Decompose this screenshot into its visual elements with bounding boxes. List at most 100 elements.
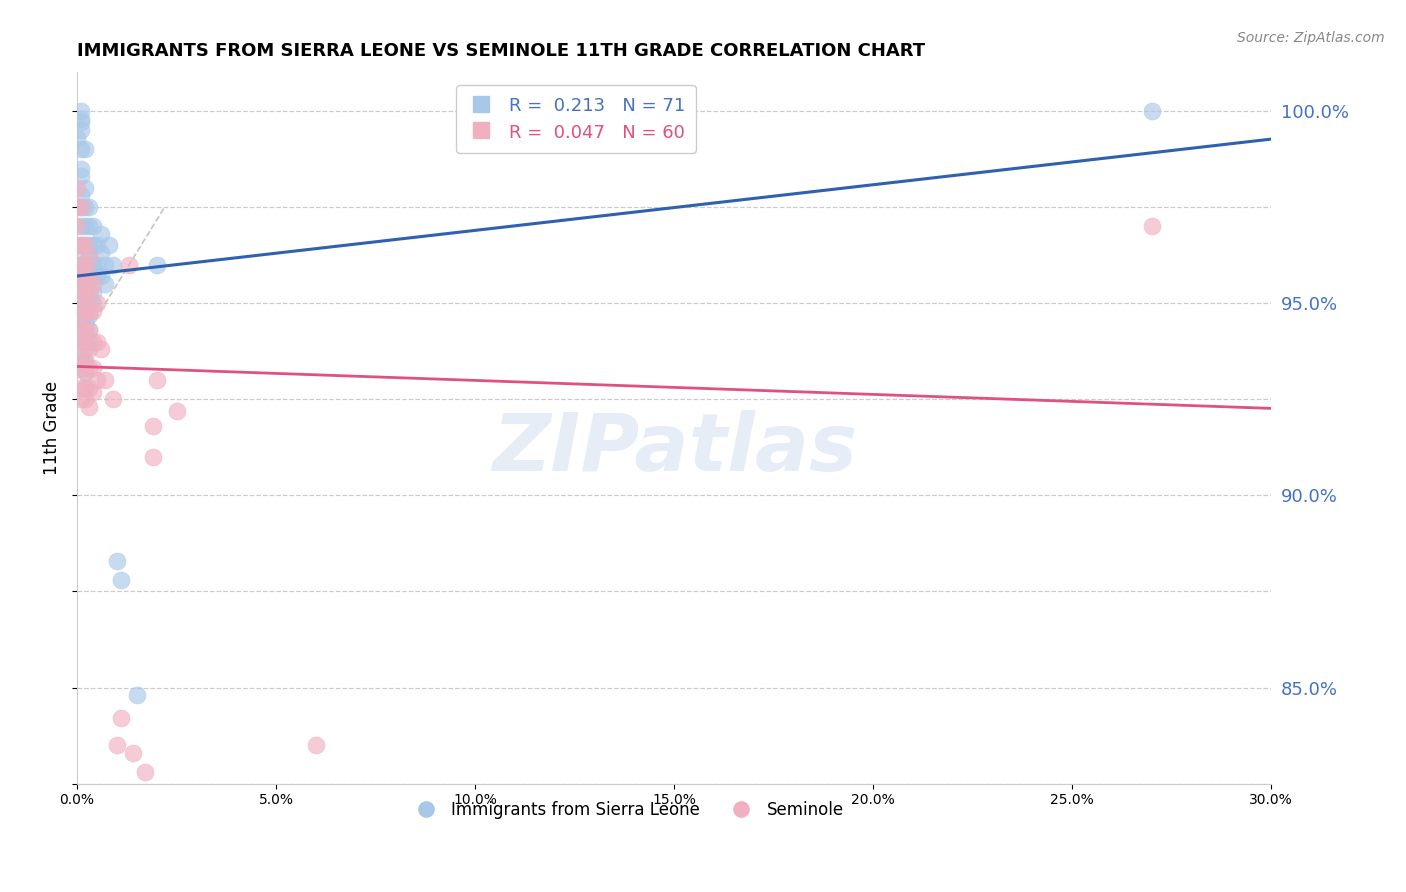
Point — [77, 303, 100, 318]
Point — [70, 381, 93, 395]
Point — [82, 334, 104, 349]
Point — [66, 181, 89, 195]
Point — [77, 238, 100, 252]
Point — [70, 188, 93, 202]
Point — [73, 258, 96, 272]
Point — [94, 277, 117, 291]
Point — [70, 323, 93, 337]
Point — [70, 334, 93, 349]
Point — [73, 200, 96, 214]
Point — [90, 343, 112, 357]
Point — [82, 303, 104, 318]
Point — [305, 739, 328, 753]
Point — [73, 381, 96, 395]
Point — [73, 277, 96, 291]
Point — [77, 400, 100, 414]
Y-axis label: 11th Grade: 11th Grade — [44, 381, 60, 475]
Point — [77, 381, 100, 395]
Point — [66, 219, 89, 234]
Point — [73, 343, 96, 357]
Point — [86, 334, 108, 349]
Point — [142, 450, 165, 464]
Point — [70, 288, 93, 302]
Point — [77, 361, 100, 376]
Point — [166, 404, 188, 418]
Point — [70, 123, 93, 137]
Point — [73, 303, 96, 318]
Point — [82, 269, 104, 284]
Point — [118, 258, 141, 272]
Point — [70, 258, 93, 272]
Point — [121, 746, 143, 760]
Point — [86, 269, 108, 284]
Point — [82, 285, 104, 299]
Point — [73, 323, 96, 337]
Point — [142, 419, 165, 434]
Point — [70, 361, 93, 376]
Text: ZIPatlas: ZIPatlas — [492, 410, 856, 489]
Point — [82, 277, 104, 291]
Point — [70, 392, 93, 407]
Point — [82, 238, 104, 252]
Point — [86, 296, 108, 310]
Point — [66, 130, 89, 145]
Point — [70, 169, 93, 184]
Point — [77, 323, 100, 337]
Point — [70, 346, 93, 360]
Point — [134, 765, 156, 780]
Point — [77, 200, 100, 214]
Point — [125, 796, 148, 810]
Point — [77, 269, 100, 284]
Point — [70, 238, 93, 252]
Point — [77, 250, 100, 264]
Point — [73, 365, 96, 379]
Point — [70, 308, 93, 322]
Point — [86, 258, 108, 272]
Point — [70, 334, 93, 349]
Point — [70, 115, 93, 129]
Point — [73, 219, 96, 234]
Point — [77, 250, 100, 264]
Text: Source: ZipAtlas.com: Source: ZipAtlas.com — [1237, 31, 1385, 45]
Point — [145, 258, 167, 272]
Point — [66, 238, 89, 252]
Point — [101, 392, 124, 407]
Point — [101, 258, 124, 272]
Point — [73, 258, 96, 272]
Point — [110, 711, 132, 725]
Point — [73, 381, 96, 395]
Point — [77, 219, 100, 234]
Point — [73, 353, 96, 368]
Point — [73, 365, 96, 379]
Point — [70, 258, 93, 272]
Point — [70, 200, 93, 214]
Point — [77, 285, 100, 299]
Point — [82, 296, 104, 310]
Point — [73, 392, 96, 407]
Point — [82, 361, 104, 376]
Point — [70, 285, 93, 299]
Point — [70, 353, 93, 368]
Point — [86, 373, 108, 387]
Point — [73, 238, 96, 252]
Point — [70, 238, 93, 252]
Point — [97, 238, 120, 252]
Point — [73, 334, 96, 349]
Point — [77, 308, 100, 322]
Point — [70, 315, 93, 329]
Point — [73, 323, 96, 337]
Point — [73, 277, 96, 291]
Point — [77, 323, 100, 337]
Point — [73, 296, 96, 310]
Point — [77, 269, 100, 284]
Point — [70, 112, 93, 126]
Point — [90, 269, 112, 284]
Point — [70, 219, 93, 234]
Point — [77, 285, 100, 299]
Point — [73, 181, 96, 195]
Point — [70, 265, 93, 279]
Point — [73, 303, 96, 318]
Point — [105, 739, 128, 753]
Point — [105, 554, 128, 568]
Point — [70, 277, 93, 291]
